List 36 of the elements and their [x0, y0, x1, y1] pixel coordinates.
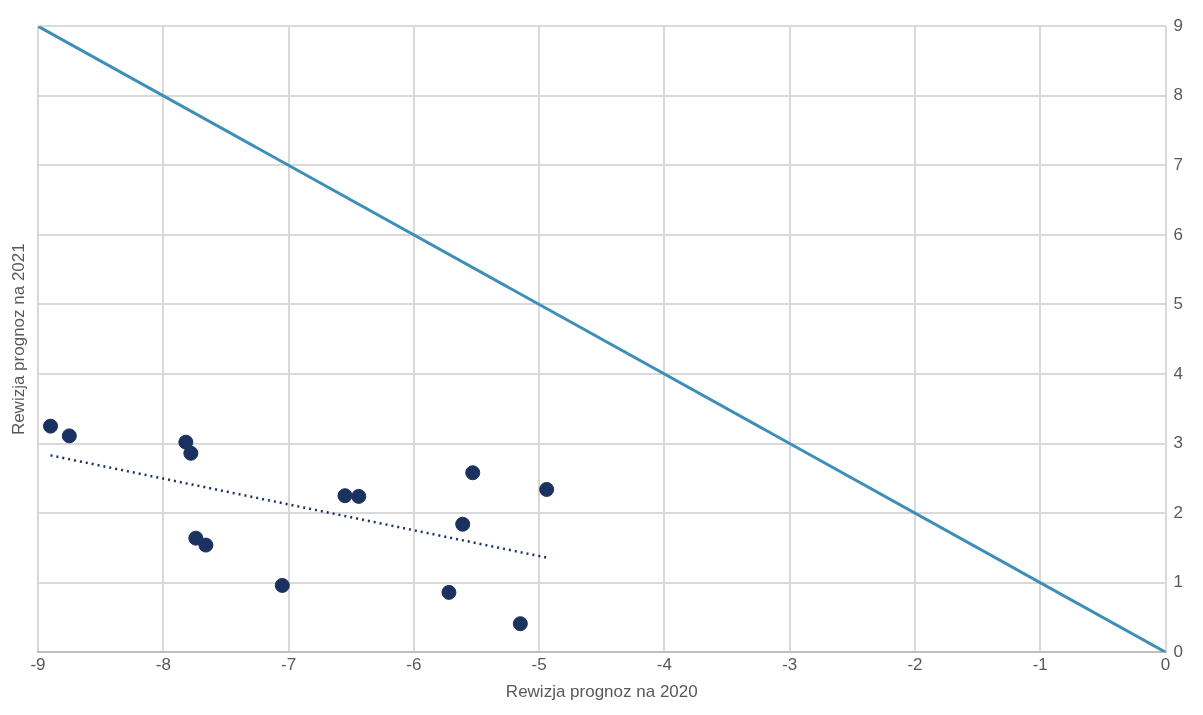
- point: [351, 488, 367, 504]
- point: [183, 445, 199, 461]
- x-tick-label: -6: [406, 655, 422, 675]
- x-tick-label: -8: [155, 655, 171, 675]
- point: [274, 577, 290, 593]
- point: [61, 428, 77, 444]
- point: [512, 616, 528, 632]
- point: [441, 584, 457, 600]
- y-tick-label: 8: [1173, 85, 1184, 105]
- point: [337, 488, 353, 504]
- y-tick-label: 5: [1173, 294, 1184, 314]
- x-tick-label: -7: [281, 655, 297, 675]
- y-tick-label: 9: [1173, 15, 1184, 35]
- x-axis-title: Rewizja prognoz na 2020: [505, 682, 698, 702]
- y-axis-title: Rewizja prognoz na 2021: [9, 243, 28, 436]
- point: [188, 530, 204, 546]
- y-tick-label: 2: [1173, 502, 1184, 522]
- x-tick-label: -9: [30, 655, 46, 675]
- point: [539, 481, 555, 497]
- point: [198, 537, 214, 553]
- x-tick-label: -2: [907, 655, 923, 675]
- point: [455, 516, 471, 532]
- y-tick-label: 6: [1173, 224, 1184, 244]
- point: [43, 418, 59, 434]
- y-tick-label: 4: [1173, 363, 1184, 383]
- x-tick-label: 0: [1160, 655, 1171, 675]
- y-tick-label: 7: [1173, 155, 1184, 174]
- y-tick-label: 0: [1173, 641, 1184, 661]
- x-tick-label: -3: [782, 655, 798, 675]
- x-tick-label: -5: [531, 655, 547, 675]
- point: [465, 465, 481, 481]
- point: [178, 434, 194, 450]
- x-tick-label: -1: [1032, 655, 1048, 675]
- y-tick-label: 3: [1173, 433, 1184, 453]
- y-tick-label: 1: [1173, 572, 1184, 592]
- x-tick-label: -4: [656, 655, 672, 675]
